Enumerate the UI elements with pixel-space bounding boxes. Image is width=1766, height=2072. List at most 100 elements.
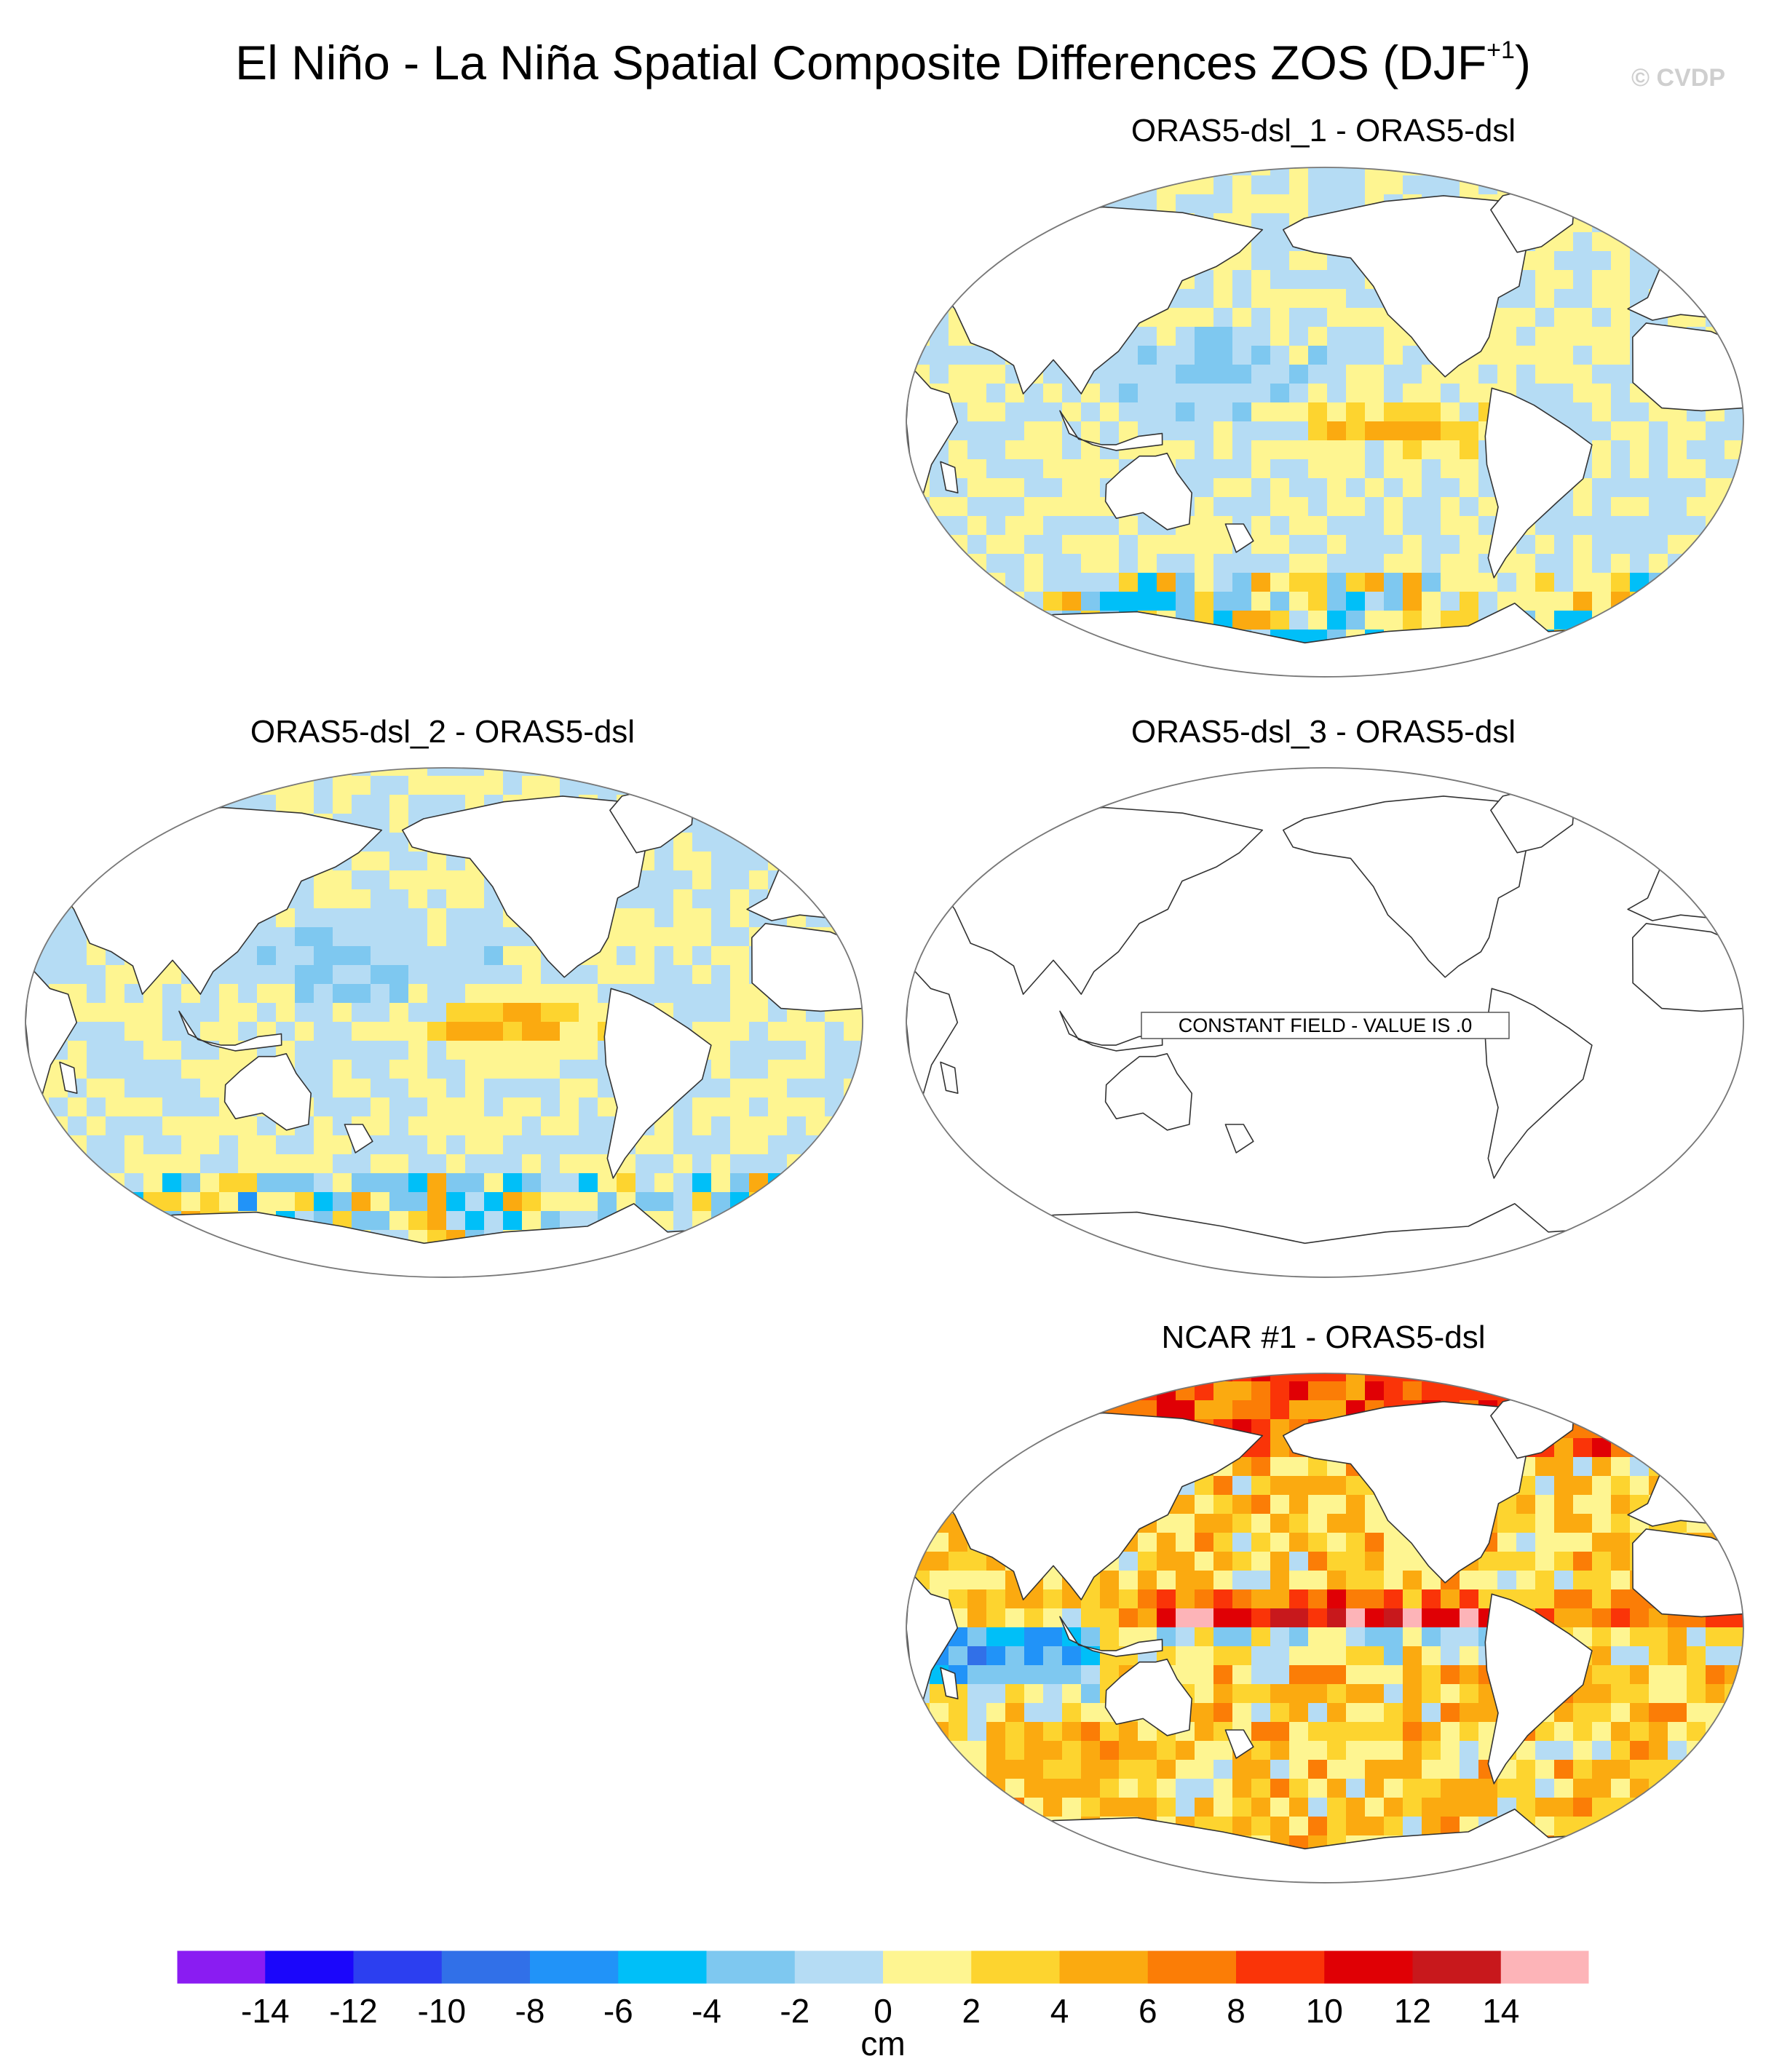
- field-cell: [1251, 1627, 1270, 1646]
- field-cell: [257, 1154, 276, 1173]
- field-cell: [1327, 1373, 1346, 1381]
- field-cell: [1327, 1760, 1346, 1779]
- field-cell: [1460, 592, 1478, 611]
- field-cell: [1251, 1798, 1270, 1817]
- field-cell: [1119, 1892, 1138, 1894]
- field-cell: [1024, 1608, 1043, 1627]
- field-cell: [806, 768, 825, 776]
- field-cell: [1100, 535, 1119, 554]
- field-cell: [844, 908, 863, 927]
- field-cell: [560, 1079, 579, 1097]
- field-cell: [673, 1211, 692, 1230]
- field-cell: [1213, 327, 1232, 346]
- field-cell: [730, 852, 749, 870]
- field-cell: [162, 984, 181, 1003]
- field-cell: [1649, 535, 1668, 554]
- field-cell: [1592, 1476, 1611, 1495]
- field-cell: [446, 965, 465, 984]
- field-cell: [68, 965, 87, 984]
- field-cell: [1119, 175, 1138, 194]
- field-cell: [1649, 213, 1668, 232]
- field-cell: [124, 1287, 143, 1288]
- field-cell: [1611, 516, 1630, 535]
- field-cell: [1289, 440, 1308, 459]
- field-cell: [1100, 1722, 1119, 1741]
- colorbar-swatch: [530, 1950, 619, 1984]
- field-cell: [1308, 365, 1327, 384]
- field-cell: [1081, 1760, 1100, 1779]
- field-cell: [1706, 1873, 1725, 1883]
- field-cell: [1289, 1892, 1308, 1894]
- field-cell: [1365, 384, 1384, 402]
- field-cell: [68, 1230, 87, 1249]
- field-cell: [1725, 175, 1743, 194]
- field-cell: [1100, 686, 1119, 688]
- field-cell: [465, 1211, 484, 1230]
- field-cell: [1725, 1381, 1743, 1400]
- field-cell: [1649, 1665, 1668, 1684]
- field-cell: [200, 1287, 219, 1288]
- field-cell: [930, 1835, 949, 1854]
- field-cell: [276, 1003, 295, 1022]
- field-cell: [1081, 1627, 1100, 1646]
- field-cell: [911, 1873, 930, 1883]
- colorbar-tick-label: -2: [780, 1992, 809, 2030]
- field-cell: [1138, 402, 1157, 421]
- field-cell: [1687, 535, 1706, 554]
- field-cell: [986, 535, 1005, 554]
- field-cell: [446, 1192, 465, 1211]
- field-cell: [389, 965, 408, 984]
- field-cell: [87, 1022, 106, 1041]
- field-cell: [1270, 1722, 1289, 1741]
- field-cell: [730, 870, 749, 889]
- field-cell: [825, 1268, 844, 1277]
- field-cell: [371, 1135, 389, 1154]
- field-cell: [1535, 1571, 1554, 1589]
- field-cell: [352, 1022, 371, 1041]
- field-cell: [1403, 686, 1422, 688]
- field-cell: [541, 1173, 560, 1192]
- field-cell: [1611, 251, 1630, 270]
- field-cell: [1743, 346, 1758, 365]
- field-cell: [1687, 1419, 1706, 1438]
- field-cell: [967, 1703, 986, 1722]
- field-cell: [1630, 497, 1649, 516]
- field-cell: [1725, 1873, 1743, 1883]
- field-cell: [1365, 1627, 1384, 1646]
- field-cell: [930, 535, 949, 554]
- field-cell: [1706, 1514, 1725, 1533]
- field-cell: [1365, 1722, 1384, 1741]
- field-cell: [1441, 440, 1460, 459]
- field-cell: [1441, 459, 1460, 478]
- field-cell: [1403, 1798, 1422, 1817]
- field-cell: [1081, 459, 1100, 478]
- field-cell: [30, 870, 49, 889]
- field-cell: [49, 870, 68, 889]
- field-cell: [314, 1173, 333, 1192]
- field-cell: [911, 573, 930, 592]
- field-cell: [1100, 592, 1119, 611]
- field-cell: [1308, 1665, 1327, 1684]
- field-cell: [389, 1192, 408, 1211]
- panel-title-1: ORAS5-dsl_1 - ORAS5-dsl: [1131, 113, 1516, 148]
- field-cell: [1062, 440, 1081, 459]
- field-cell: [1687, 270, 1706, 289]
- field-cell: [1460, 497, 1478, 516]
- field-cell: [1005, 1760, 1024, 1779]
- field-cell: [930, 175, 949, 194]
- field-cell: [911, 308, 930, 327]
- field-cell: [1649, 167, 1668, 175]
- copyright-label: © CVDP: [1631, 64, 1725, 92]
- field-cell: [1668, 535, 1687, 554]
- field-cell: [986, 384, 1005, 402]
- field-cell: [1441, 592, 1460, 611]
- field-cell: [1554, 1457, 1573, 1476]
- field-cell: [949, 592, 967, 611]
- field-cell: [1251, 1457, 1270, 1476]
- field-cell: [1630, 1873, 1649, 1883]
- field-cell: [654, 1173, 673, 1192]
- field-cell: [1119, 384, 1138, 402]
- field-cell: [787, 833, 806, 852]
- field-cell: [1611, 1817, 1630, 1835]
- field-cell: [1081, 1779, 1100, 1798]
